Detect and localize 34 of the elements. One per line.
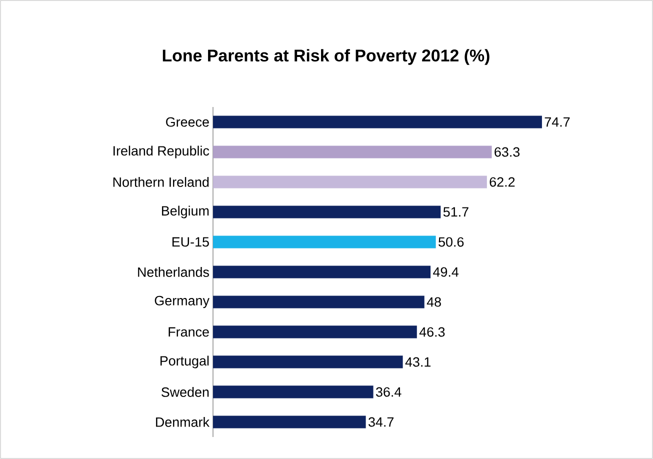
- data-label: 63.3: [494, 147, 520, 157]
- bar: [213, 236, 436, 248]
- y-tick-label: Greece: [166, 117, 209, 127]
- data-label: 46.3: [419, 327, 445, 337]
- bar: [213, 326, 417, 338]
- data-label: 43.1: [405, 357, 431, 367]
- bar: [213, 416, 366, 428]
- y-tick-label: Portugal: [160, 356, 209, 368]
- y-tick-label: Sweden: [161, 387, 209, 397]
- bar: [213, 206, 441, 218]
- data-label: 36.4: [376, 387, 402, 397]
- data-label: 48: [426, 297, 441, 307]
- y-tick-label: EU-15: [172, 237, 209, 247]
- y-tick-label: France: [168, 327, 209, 337]
- chart-title: Lone Parents at Risk of Poverty 2012 (%): [162, 49, 490, 65]
- data-label: 34.7: [368, 417, 394, 427]
- y-tick-label: Germany: [154, 296, 210, 308]
- y-tick-label: Netherlands: [138, 267, 209, 277]
- data-label: 74.7: [544, 117, 570, 127]
- data-label: 50.6: [438, 237, 464, 247]
- bar: [213, 386, 374, 398]
- bar: [213, 176, 487, 188]
- data-label: 49.4: [433, 267, 459, 277]
- y-tick-label: Belgium: [162, 206, 209, 218]
- data-label: 62.2: [490, 177, 515, 187]
- y-tick-label: Northern Ireland: [113, 177, 209, 187]
- y-tick-label: Ireland Republic: [114, 146, 210, 158]
- bar: [213, 356, 403, 368]
- bar: [213, 266, 431, 278]
- bar: [213, 146, 492, 158]
- data-label: 51.7: [443, 207, 468, 217]
- bar: [213, 116, 542, 128]
- bar: [213, 296, 424, 308]
- y-tick-label: Denmark: [156, 417, 210, 427]
